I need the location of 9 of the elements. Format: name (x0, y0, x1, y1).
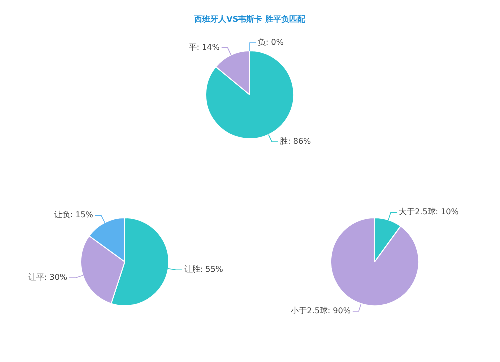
slice-label: 小于2.5球: 90% (291, 306, 352, 316)
slice-label: 大于2.5球: 10% (399, 208, 460, 217)
slice-label: 平: 14% (188, 43, 220, 52)
slice-label: 让胜: 55% (184, 265, 224, 274)
slice-label: 胜: 86% (280, 137, 312, 146)
slice-label: 让负: 15% (54, 210, 94, 220)
chart-title: 西班牙人VS韦斯卡 胜平负匹配 (194, 15, 306, 24)
legend-label: 负: 0% (258, 38, 284, 48)
slice-label: 让平: 30% (28, 273, 68, 282)
